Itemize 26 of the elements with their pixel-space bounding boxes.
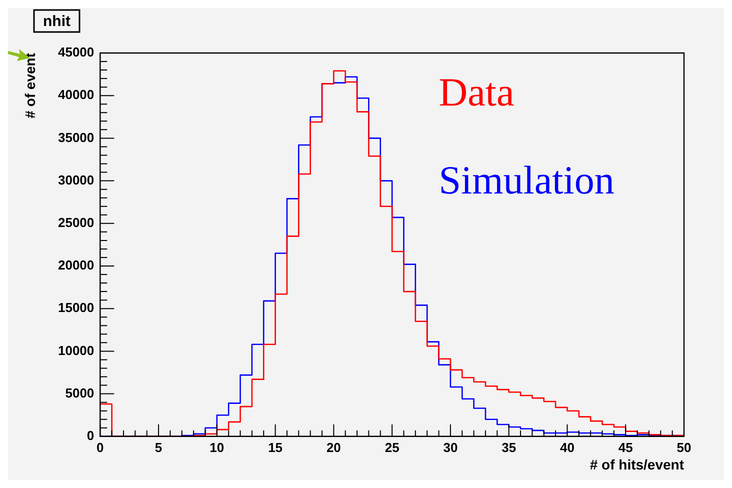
x-tick-label: 25 [384, 440, 400, 455]
x-tick-label: 45 [618, 440, 633, 455]
x-tick-label: 40 [560, 440, 574, 455]
x-tick-label: 5 [154, 440, 162, 455]
y-tick-label: 20000 [58, 258, 94, 273]
y-tick-label: 0 [86, 428, 94, 443]
series-label: Simulation [438, 158, 614, 202]
x-tick-label: 15 [268, 440, 283, 455]
x-axis-title: # of hits/event [590, 456, 684, 472]
x-tick-label: 0 [96, 440, 104, 455]
x-tick-label: 50 [676, 440, 692, 455]
y-tick-label: 25000 [58, 214, 94, 230]
y-axis-title: # of event [22, 52, 38, 118]
y-tick-label: 40000 [58, 87, 94, 102]
x-tick-label: 10 [210, 440, 224, 455]
y-tick-label: 5000 [65, 385, 94, 400]
y-tick-label: 10000 [58, 342, 94, 358]
x-tick-label: 20 [326, 440, 341, 455]
y-tick-label: 15000 [58, 300, 94, 316]
y-tick-label: 45000 [58, 44, 94, 60]
x-tick-label: 35 [502, 440, 516, 455]
chart-title: nhit [43, 13, 70, 30]
y-tick-label: 30000 [58, 172, 94, 188]
series-label: Data [438, 70, 515, 114]
y-tick-label: 35000 [58, 130, 94, 145]
x-tick-label: 30 [443, 440, 458, 455]
